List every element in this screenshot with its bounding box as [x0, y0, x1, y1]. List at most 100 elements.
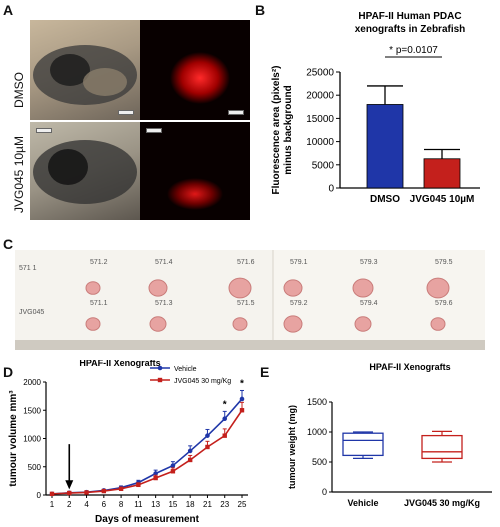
tumour-label: 571.4	[155, 259, 173, 266]
scale-bar	[228, 110, 244, 115]
tumour	[354, 316, 372, 332]
chart-title: HPAF-II Xenografts	[79, 360, 160, 368]
brightfield-image-jvg045	[30, 122, 140, 220]
x-tick-label: Vehicle	[347, 498, 378, 508]
chart-title: HPAF-II Xenografts	[369, 362, 450, 372]
row-label-jvg045: JVG045 10µM	[12, 136, 26, 213]
row-label-dmso: DMSO	[12, 72, 26, 108]
tumour-label: 571.5	[237, 300, 255, 307]
y-tick-label: 25000	[306, 68, 334, 79]
tumour	[85, 281, 101, 295]
y-axis-label: tumour volume mm³	[8, 390, 19, 487]
x-tick-label: 8	[119, 500, 124, 509]
significance-marker: *	[223, 399, 227, 410]
legend-label: Vehicle	[174, 366, 197, 373]
data-point	[170, 463, 176, 468]
tumour-label: 571.2	[90, 259, 108, 266]
tumour-label: 579.2	[290, 300, 308, 307]
x-tick-label: 25	[238, 500, 247, 509]
significance-annotation: * p=0.0107	[389, 45, 438, 56]
brightfield-image-dmso	[30, 20, 140, 120]
fluorescence-image-jvg045	[140, 122, 250, 220]
x-tick-label: 15	[168, 500, 177, 509]
data-point	[222, 433, 227, 438]
tumour	[283, 315, 303, 333]
data-point	[222, 416, 228, 422]
data-point	[239, 408, 245, 413]
panel-c-tumour-photo: 571 1 JVG045 571.2 571.1 571.4 571.3 571.6 571.…	[15, 250, 485, 350]
x-tick-label: 21	[203, 500, 212, 509]
y-tick-label: 5000	[312, 160, 335, 171]
data-point	[67, 490, 72, 496]
tumour	[85, 317, 101, 331]
x-tick-label: 23	[220, 500, 229, 509]
x-tick-label: 6	[102, 500, 107, 509]
y-tick-label: 1500	[307, 397, 327, 407]
y-tick-label: 500	[312, 457, 327, 467]
bar-chart-zebrafish: HPAF-II Human PDAC xenografts in Zebrafis…	[271, 11, 480, 205]
data-point	[136, 482, 141, 488]
data-point	[153, 475, 158, 481]
legend-label: JVG045 30 mg/Kg	[174, 378, 231, 385]
tumour-label: 579.6	[435, 300, 453, 307]
y-tick-label: 1500	[23, 406, 41, 415]
data-point	[49, 491, 55, 497]
paper-towel-right	[273, 250, 485, 340]
bar	[423, 158, 461, 189]
y-axis-label-line: Fluorescence area (pixels²)	[271, 66, 282, 195]
x-tick-label: 4	[84, 500, 89, 509]
x-tick-label: 1	[50, 500, 55, 509]
series-line	[51, 409, 243, 495]
x-tick-label: JVG045 30 mg/Kg	[404, 498, 480, 508]
significance-marker: *	[240, 378, 244, 389]
y-tick-label: 15000	[306, 114, 334, 125]
tumour	[430, 317, 446, 331]
bar	[366, 104, 404, 189]
legend-marker	[157, 365, 163, 371]
paper-towel-left	[15, 250, 273, 340]
fluorescence-signal-dmso	[170, 52, 230, 104]
y-tick-label: 1000	[307, 427, 327, 437]
data-point	[239, 396, 245, 402]
data-point	[118, 486, 124, 491]
scale-bar	[118, 110, 134, 115]
tumour-label: 579.4	[360, 300, 378, 307]
legend-marker	[157, 377, 163, 383]
y-tick-label: 0	[37, 491, 42, 500]
data-point	[170, 469, 176, 474]
y-axis-label-line: minus background	[283, 85, 294, 174]
y-tick-label: 0	[322, 487, 327, 497]
tumour	[426, 277, 450, 299]
scale-bar	[146, 128, 162, 133]
data-point	[101, 488, 107, 494]
tumour-label: 571.6	[237, 259, 255, 266]
y-axis-label: Fluorescence area (pixels²) minus backgro…	[271, 66, 294, 195]
larva-drawing-dmso	[33, 45, 137, 105]
data-point	[205, 433, 210, 438]
photo-bench-edge	[15, 340, 485, 350]
tumour-label: 579.1	[290, 259, 308, 266]
y-tick-label: 1000	[23, 435, 41, 444]
tumour	[148, 279, 168, 297]
y-axis-label: tumour weight (mg)	[287, 405, 297, 489]
fluorescence-image-dmso	[140, 20, 250, 120]
row-label: JVG045	[19, 309, 44, 316]
tumour-label: 571.1	[90, 300, 108, 307]
x-tick-label: JVG045 10µM	[410, 194, 475, 205]
tumour	[232, 317, 248, 331]
data-point	[187, 448, 193, 454]
data-point	[187, 457, 193, 463]
tumour-label: 579.3	[360, 259, 378, 266]
line-chart-tumour-volume: HPAF-II Xenografts 0 500 1000 1500 2000 1 2 4 6 8 1…	[8, 360, 248, 525]
box-plot-tumour-weight: HPAF-II Xenografts 0 500 1000 1500 tumour wei…	[287, 362, 492, 508]
panel-letter-a: A	[3, 2, 14, 18]
x-tick-label: 13	[151, 500, 160, 509]
panel-letter-e: E	[260, 364, 270, 380]
panel-letter-b: B	[255, 2, 266, 18]
panel-letter-d: D	[3, 364, 14, 380]
box	[342, 432, 384, 457]
tumour	[352, 278, 374, 298]
x-tick-label: 18	[186, 500, 195, 509]
box	[421, 434, 463, 460]
data-point	[205, 444, 210, 450]
